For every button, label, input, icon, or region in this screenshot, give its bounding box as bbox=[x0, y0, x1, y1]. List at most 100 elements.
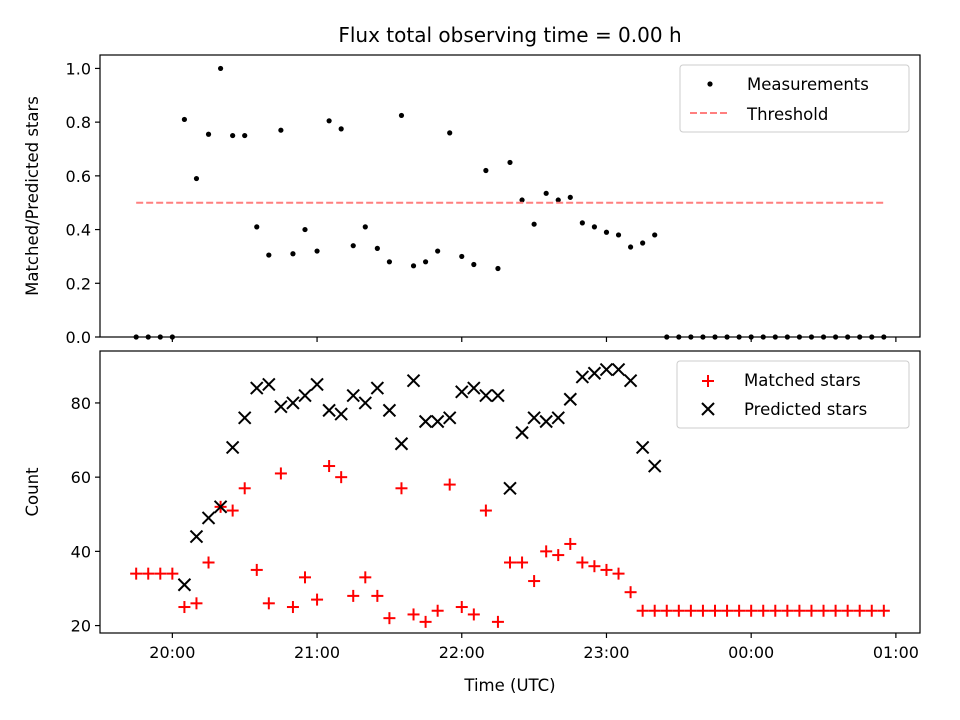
predicted-stars-point bbox=[503, 481, 517, 495]
bottom-plot-frame bbox=[99, 350, 921, 634]
measurements-point bbox=[627, 244, 634, 250]
matched-stars-point bbox=[142, 567, 155, 580]
measurements-point bbox=[808, 334, 815, 340]
measurements-point bbox=[519, 197, 525, 203]
predicted-stars-point bbox=[418, 414, 433, 429]
measurements-point bbox=[857, 334, 863, 340]
y-tick-label: 0.2 bbox=[66, 274, 91, 293]
measurements-point bbox=[350, 243, 356, 249]
predicted-stars-point bbox=[286, 396, 300, 410]
predicted-stars-point bbox=[647, 459, 662, 473]
measurements-point bbox=[290, 251, 296, 257]
matched-stars-point bbox=[443, 478, 456, 491]
bottom-panel-count: 20 40 60 80 20:00 21:00 22:00 23:00 00:00 01:00 C… bbox=[23, 350, 921, 695]
matched-stars-point bbox=[600, 563, 613, 576]
legend-label-measurements: Measurements bbox=[747, 75, 869, 94]
top-panel-ratio: 0.0 0.2 0.4 0.6 0.8 1.0 Matched/Predicted sta… bbox=[23, 54, 921, 347]
measurements-point bbox=[796, 334, 803, 340]
matched-stars-point bbox=[238, 482, 251, 495]
measurements-point bbox=[374, 245, 380, 251]
measurements-point bbox=[471, 261, 477, 268]
y-tick-label: 1.0 bbox=[66, 59, 91, 78]
matched-stars-point bbox=[166, 567, 179, 580]
matched-stars-point bbox=[660, 604, 673, 617]
y-tick-label: 0.8 bbox=[66, 113, 91, 132]
matched-stars-point bbox=[419, 615, 432, 628]
measurements-point bbox=[652, 232, 658, 238]
y-tick-label: 60 bbox=[71, 468, 91, 487]
matched-stars-point bbox=[226, 504, 239, 517]
matched-stars-point bbox=[311, 593, 324, 606]
measurements-point bbox=[410, 263, 417, 269]
matched-stars-point bbox=[696, 604, 709, 617]
y-tick-label: 0.4 bbox=[66, 221, 91, 240]
measurements-point bbox=[724, 334, 730, 340]
matched-stars-point bbox=[190, 597, 203, 610]
measurements-point bbox=[459, 253, 465, 260]
measurements-point bbox=[302, 226, 308, 233]
predicted-stars-point bbox=[551, 411, 565, 425]
matched-stars-point bbox=[757, 604, 770, 617]
matched-stars-point bbox=[684, 604, 697, 617]
predicted-stars-point bbox=[310, 377, 324, 392]
predicted-stars-point bbox=[479, 388, 493, 403]
x-tick-label: 21:00 bbox=[294, 643, 340, 662]
matched-stars-point bbox=[262, 597, 275, 610]
x-tick-label: 22:00 bbox=[439, 643, 485, 662]
measurements-point bbox=[447, 130, 453, 136]
measurements-point bbox=[676, 334, 682, 340]
measurements-point bbox=[145, 334, 151, 340]
predicted-stars-point bbox=[382, 403, 397, 418]
y-tick-label: 80 bbox=[71, 394, 91, 413]
matched-stars-point bbox=[274, 467, 287, 480]
measurements-point bbox=[845, 334, 851, 340]
matched-stars-point bbox=[455, 601, 468, 614]
matched-stars-point bbox=[202, 556, 215, 569]
matched-stars-point bbox=[383, 612, 396, 625]
measurements-point bbox=[603, 229, 610, 235]
top-y-axis-label: Matched/Predicted stars bbox=[23, 96, 42, 296]
bottom-legend-box bbox=[676, 360, 910, 429]
x-tick-label: 23:00 bbox=[583, 643, 629, 662]
matched-stars-point bbox=[648, 604, 661, 617]
matched-stars-point bbox=[612, 567, 625, 580]
predicted-stars-point bbox=[575, 370, 590, 384]
x-tick-label: 20:00 bbox=[149, 643, 195, 662]
matched-stars-point bbox=[672, 604, 685, 617]
matched-stars-point bbox=[588, 560, 601, 573]
measurements-point bbox=[326, 118, 332, 124]
measurements-point bbox=[314, 248, 320, 254]
measurements-point bbox=[230, 132, 236, 139]
measurements-point bbox=[495, 265, 501, 272]
predicted-stars-point bbox=[334, 407, 348, 421]
predicted-stars-point bbox=[346, 388, 360, 403]
predicted-stars-point bbox=[262, 377, 276, 392]
matched-stars-point bbox=[817, 604, 830, 617]
predicted-stars-point bbox=[611, 362, 626, 377]
predicted-stars-point bbox=[370, 381, 385, 395]
measurements-point bbox=[133, 334, 139, 340]
legend-marker-matched bbox=[702, 375, 714, 387]
bottom-axis-ticks: 20 40 60 80 20:00 21:00 22:00 23:00 00:00 01:00 bbox=[71, 394, 919, 662]
matched-stars-point bbox=[624, 586, 637, 599]
predicted-stars-point bbox=[250, 381, 264, 395]
measurements-point bbox=[772, 334, 778, 340]
predicted-stars-point bbox=[455, 385, 469, 399]
matched-stars-point bbox=[829, 604, 842, 617]
matched-stars-point bbox=[130, 567, 143, 580]
measurements-point bbox=[266, 252, 272, 258]
matched-stars-point bbox=[877, 604, 890, 617]
measurements-point bbox=[664, 334, 670, 340]
measurements-point bbox=[398, 112, 405, 119]
legend-marker-measurements bbox=[707, 81, 713, 87]
predicted-stars-point bbox=[298, 388, 312, 403]
matched-stars-point bbox=[841, 604, 854, 617]
predicted-stars-point bbox=[515, 425, 529, 440]
matched-stars-point bbox=[745, 604, 758, 617]
predicted-stars-point bbox=[587, 366, 602, 380]
measurements-point bbox=[531, 221, 537, 227]
measurements-point bbox=[555, 197, 561, 203]
predicted-stars-point bbox=[189, 529, 204, 544]
bottom-x-axis-label: Time (UTC) bbox=[463, 676, 555, 695]
